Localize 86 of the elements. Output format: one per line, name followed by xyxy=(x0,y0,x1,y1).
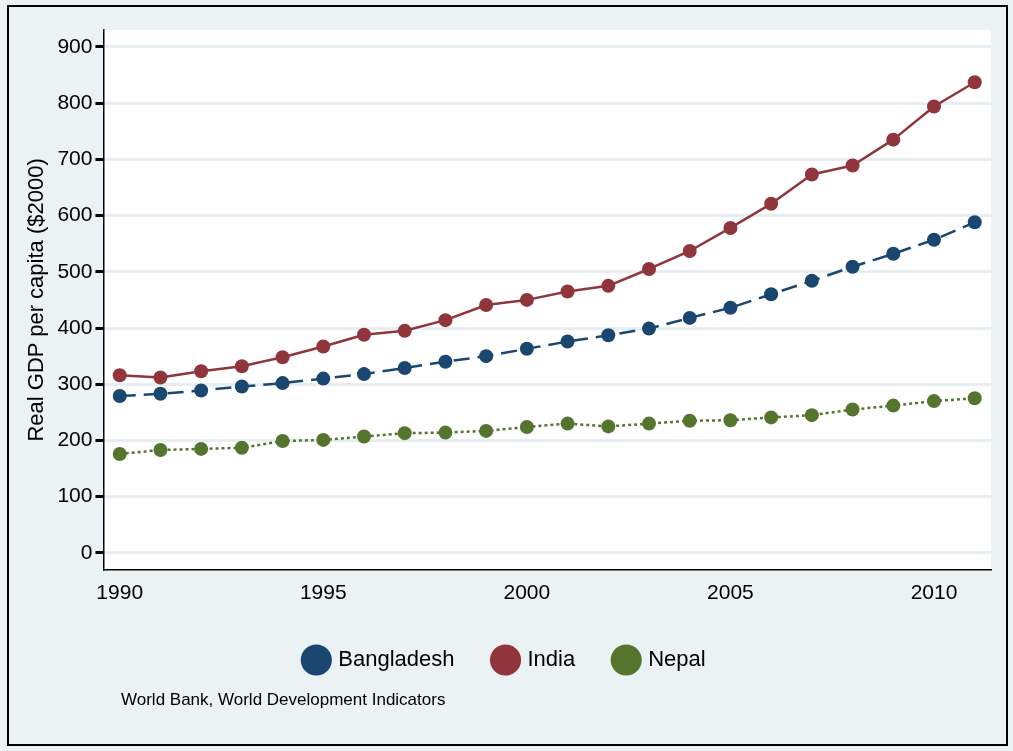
point xyxy=(112,368,127,383)
point xyxy=(519,419,534,434)
point xyxy=(927,99,941,114)
point xyxy=(234,440,249,455)
point xyxy=(112,389,127,404)
point xyxy=(438,354,453,369)
point xyxy=(804,408,819,423)
point xyxy=(234,379,249,394)
x-tick-label: 1990 xyxy=(96,580,144,604)
point xyxy=(967,391,982,406)
point xyxy=(234,359,249,374)
point xyxy=(560,334,575,349)
y-tick-label: 700 xyxy=(57,146,93,170)
point xyxy=(479,297,494,312)
legend-label: Nepal xyxy=(648,646,706,672)
point xyxy=(275,434,290,449)
point xyxy=(112,446,127,461)
y-tick-label: 900 xyxy=(57,33,93,57)
point xyxy=(804,273,819,288)
point xyxy=(194,441,209,456)
point xyxy=(438,425,453,440)
x-tick-label: 2010 xyxy=(910,580,958,604)
point xyxy=(967,215,982,230)
point xyxy=(357,327,372,342)
point xyxy=(479,423,494,438)
point xyxy=(194,364,209,379)
point xyxy=(397,360,412,375)
point xyxy=(357,367,372,382)
x-tick-label: 2000 xyxy=(503,580,551,604)
point xyxy=(479,349,494,364)
point xyxy=(601,278,616,293)
point xyxy=(723,413,738,428)
point xyxy=(723,220,738,235)
point xyxy=(927,394,941,409)
point xyxy=(153,370,168,385)
y-tick-label: 500 xyxy=(57,258,93,282)
y-tick-label: 800 xyxy=(57,89,93,113)
point xyxy=(642,321,656,336)
point xyxy=(519,292,534,307)
point xyxy=(642,261,656,276)
point xyxy=(316,371,331,386)
point xyxy=(153,386,168,401)
point xyxy=(967,75,982,90)
legend-label: Bangladesh xyxy=(338,646,455,672)
point xyxy=(560,416,575,431)
point xyxy=(316,339,331,354)
y-tick-label: 300 xyxy=(57,371,93,395)
point xyxy=(316,432,331,447)
point xyxy=(601,419,616,434)
point xyxy=(642,416,656,431)
y-tick-label: 200 xyxy=(57,427,93,451)
x-tick-label: 2005 xyxy=(707,580,754,604)
point xyxy=(601,328,616,343)
point xyxy=(764,287,779,302)
point xyxy=(682,310,697,325)
point xyxy=(845,158,860,173)
point xyxy=(886,246,901,261)
y-tick-label: 600 xyxy=(57,202,93,226)
point xyxy=(275,350,290,365)
point xyxy=(682,243,697,258)
point xyxy=(764,410,779,425)
point xyxy=(845,402,860,417)
y-tick-label: 0 xyxy=(80,539,93,563)
text: World Bank, World Development Indicators xyxy=(121,690,446,710)
point xyxy=(723,300,738,315)
legend-label: India xyxy=(527,646,576,672)
point xyxy=(438,313,453,328)
point xyxy=(560,284,575,299)
point xyxy=(357,429,372,444)
x-tick-label: 1995 xyxy=(299,580,347,604)
point xyxy=(397,426,412,441)
y-tick-label: 400 xyxy=(57,314,93,338)
point xyxy=(886,132,901,147)
point xyxy=(397,323,412,338)
point xyxy=(519,341,534,356)
point xyxy=(194,383,209,398)
point xyxy=(153,443,168,458)
point xyxy=(927,232,941,247)
point xyxy=(764,196,779,211)
point xyxy=(804,167,819,182)
point xyxy=(275,376,290,391)
y-tick-label: 100 xyxy=(57,483,93,507)
point xyxy=(886,398,901,413)
y-axis-title: Real GDP per capita ($2000) xyxy=(23,158,49,442)
point xyxy=(845,259,860,274)
point xyxy=(682,413,697,428)
